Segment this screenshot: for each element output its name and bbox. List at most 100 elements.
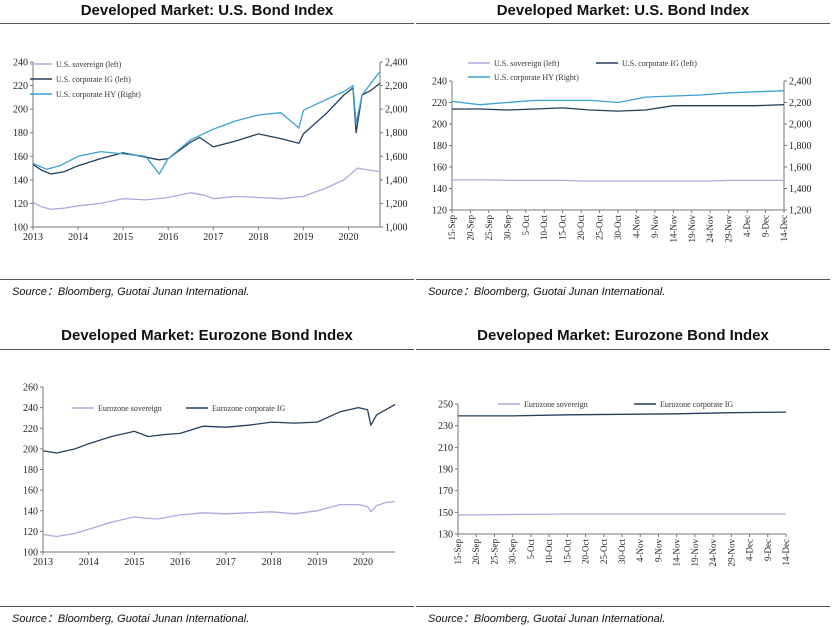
x-tick-label: 14-Dec bbox=[779, 215, 789, 242]
x-tick-label: 15-Sep bbox=[447, 215, 457, 241]
x-tick-label: 25-Sep bbox=[484, 215, 494, 241]
series-line-eurozone-sovereign bbox=[457, 513, 786, 516]
chart-us-bond-short: 120 140 160 180 200 220 240 1,200 1,400 1,600 1,80… bbox=[432, 59, 812, 243]
x-tick-label: 10-Oct bbox=[544, 539, 554, 564]
y-tick-label-left: 140 bbox=[432, 184, 447, 195]
x-tick-label: 25-Sep bbox=[489, 539, 499, 565]
y-tick-label-right: 1,400 bbox=[789, 184, 812, 195]
source-rule bbox=[0, 606, 414, 607]
x-tick-label: 4-Nov bbox=[631, 215, 641, 238]
y-tick-label-right: 2,200 bbox=[789, 98, 812, 109]
x-tick-label: 19-Nov bbox=[687, 215, 697, 243]
source-rule bbox=[0, 279, 414, 280]
y-tick-label-left: 180 bbox=[432, 141, 447, 152]
x-tick-label: 9-Dec bbox=[763, 539, 773, 561]
y-tick-label-left: 160 bbox=[13, 152, 28, 163]
series-line-u-s-corporate-ig-left bbox=[452, 104, 785, 112]
x-tick-label: 10-Oct bbox=[539, 215, 549, 240]
x-tick-label: 2019 bbox=[293, 232, 313, 243]
y-tick-label-right: 1,000 bbox=[385, 223, 408, 234]
x-tick-label: 2013 bbox=[23, 232, 43, 243]
x-tick-label: 2020 bbox=[353, 557, 373, 568]
legend-label-u-s-corporate-ig-left: U.S. corporate IG (left) bbox=[56, 75, 131, 84]
series-line-eurozone-corporate-ig bbox=[458, 411, 787, 417]
y-tick-label-left: 240 bbox=[23, 403, 38, 414]
series-line-u-s-sovereign-left bbox=[32, 167, 381, 210]
y-tick-label-left: 260 bbox=[23, 383, 38, 394]
y-tick-label-left: 160 bbox=[432, 163, 447, 174]
panel-eu-short: Developed Market: Eurozone Bond Index 13… bbox=[416, 320, 830, 626]
y-tick-label-right: 2,200 bbox=[385, 81, 408, 92]
chart-title: Developed Market: U.S. Bond Index bbox=[80, 2, 334, 19]
x-tick-label: 2020 bbox=[338, 232, 358, 243]
x-tick-label: 20-Oct bbox=[581, 539, 591, 564]
x-tick-label: 2015 bbox=[113, 232, 133, 243]
y-tick-label-right: 1,400 bbox=[385, 175, 408, 186]
legend-label-eurozone-corporate-ig: Eurozone corporate IG bbox=[212, 404, 286, 413]
title-rule bbox=[416, 23, 830, 24]
y-tick-label-left: 120 bbox=[13, 199, 28, 210]
x-tick-label: 4-Dec bbox=[742, 215, 752, 237]
x-tick-label: 15-Sep bbox=[453, 539, 463, 565]
x-tick-label: 2017 bbox=[203, 232, 223, 243]
series-line-eurozone-sovereign bbox=[42, 500, 396, 538]
x-tick-label: 30-Sep bbox=[502, 215, 512, 241]
legend-label-u-s-corporate-hy-right: U.S. corporate HY (Right) bbox=[494, 73, 579, 82]
source-note: Source：Bloomberg, Guotai Junan Internati… bbox=[12, 286, 250, 298]
y-tick-label-right: 2,400 bbox=[385, 58, 408, 69]
y-tick-label-right: 1,800 bbox=[385, 128, 408, 139]
x-tick-label: 30-Oct bbox=[617, 539, 627, 564]
y-tick-label-left: 240 bbox=[13, 58, 28, 69]
y-tick-label-left: 200 bbox=[13, 105, 28, 116]
chart-title: Developed Market: Eurozone Bond Index bbox=[477, 327, 769, 344]
panel-eu-long: Developed Market: Eurozone Bond Index 10… bbox=[0, 320, 414, 626]
x-tick-label: 2016 bbox=[170, 557, 190, 568]
source-note: Source：Bloomberg, Guotai Junan Internati… bbox=[12, 613, 250, 625]
y-tick-label-left: 160 bbox=[23, 486, 38, 497]
y-tick-label-left: 100 bbox=[13, 223, 28, 234]
panel-us-short: Developed Market: U.S. Bond Index 120 140… bbox=[416, 0, 830, 300]
y-tick-label-left: 190 bbox=[438, 465, 453, 476]
y-tick-label-left: 240 bbox=[432, 77, 447, 88]
y-tick-label-left: 150 bbox=[438, 508, 453, 519]
x-tick-label: 5-Oct bbox=[521, 215, 531, 236]
y-tick-label-right: 1,200 bbox=[789, 206, 812, 217]
x-tick-label: 2016 bbox=[158, 232, 178, 243]
x-tick-label: 25-Oct bbox=[595, 215, 605, 240]
series-line-u-s-corporate-hy-right bbox=[32, 71, 381, 175]
y-tick-label-left: 120 bbox=[23, 527, 38, 538]
x-tick-label: 2013 bbox=[33, 557, 53, 568]
series-line-u-s-sovereign-left bbox=[452, 179, 784, 182]
x-tick-label: 2019 bbox=[307, 557, 327, 568]
x-tick-label: 4-Dec bbox=[745, 539, 755, 561]
y-tick-label-left: 200 bbox=[23, 444, 38, 455]
x-tick-label: 19-Nov bbox=[690, 539, 700, 567]
y-tick-label-right: 1,800 bbox=[789, 141, 812, 152]
x-tick-label: 2018 bbox=[248, 232, 268, 243]
y-tick-label-left: 120 bbox=[432, 206, 447, 217]
y-tick-label-left: 100 bbox=[23, 548, 38, 559]
y-tick-label-left: 230 bbox=[438, 421, 453, 432]
chart-title: Developed Market: Eurozone Bond Index bbox=[61, 327, 353, 344]
title-rule bbox=[0, 23, 414, 24]
x-tick-label: 14-Nov bbox=[672, 539, 682, 567]
x-tick-label: 30-Oct bbox=[613, 215, 623, 240]
x-tick-label: 20-Oct bbox=[576, 215, 586, 240]
legend-label-eurozone-sovereign: Eurozone sovereign bbox=[98, 404, 162, 413]
series-line-u-s-corporate-hy-right bbox=[451, 90, 785, 106]
x-tick-label: 29-Nov bbox=[724, 215, 734, 243]
x-tick-label: 4-Nov bbox=[635, 539, 645, 562]
y-tick-label-right: 2,000 bbox=[385, 105, 408, 116]
y-tick-label-right: 1,600 bbox=[385, 152, 408, 163]
y-tick-label-left: 180 bbox=[13, 128, 28, 139]
y-tick-label-right: 1,600 bbox=[789, 163, 812, 174]
legend-label-u-s-sovereign-left: U.S. sovereign (left) bbox=[56, 60, 122, 69]
x-tick-label: 9-Nov bbox=[650, 215, 660, 238]
x-tick-label: 9-Dec bbox=[761, 215, 771, 237]
x-tick-label: 29-Nov bbox=[726, 539, 736, 567]
chart-us-bond-long: 100 120 140 160 180 200 220 240 1,000 1,200 1,400 1… bbox=[13, 58, 408, 244]
x-tick-label: 2015 bbox=[124, 557, 144, 568]
y-tick-label-left: 220 bbox=[23, 424, 38, 435]
x-tick-label: 24-Nov bbox=[708, 539, 718, 567]
y-tick-label-right: 1,200 bbox=[385, 199, 408, 210]
